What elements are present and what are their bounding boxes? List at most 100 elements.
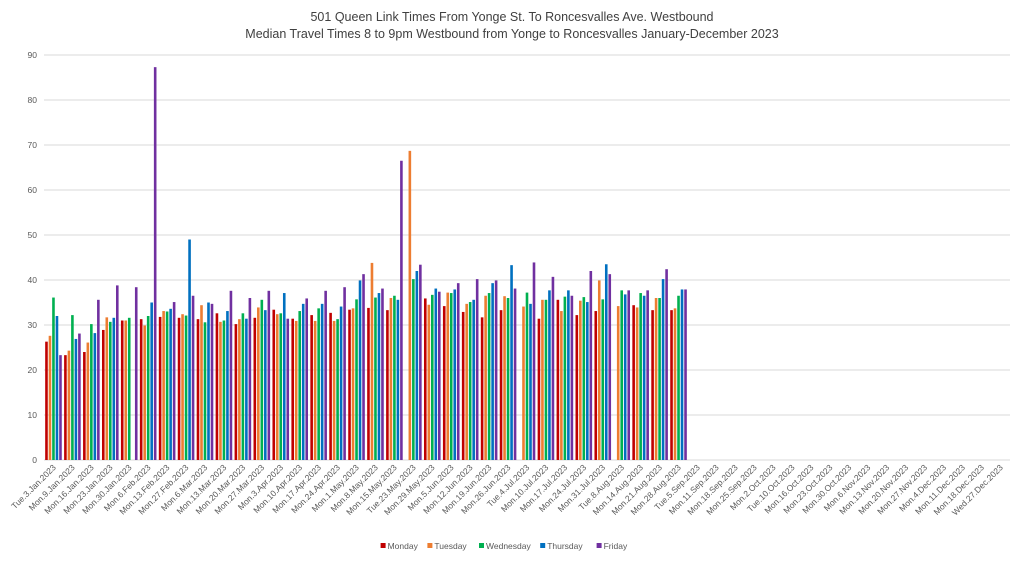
bar-friday bbox=[665, 269, 668, 460]
bar-tuesday bbox=[484, 295, 487, 460]
bar-monday bbox=[64, 355, 67, 460]
legend-swatch-wednesday bbox=[479, 543, 484, 548]
bar-thursday bbox=[188, 239, 191, 460]
bar-monday bbox=[442, 306, 446, 460]
bar-thursday bbox=[320, 303, 324, 460]
bar-wednesday bbox=[563, 296, 567, 460]
bar-thursday bbox=[93, 333, 97, 460]
bar-wednesday bbox=[601, 299, 605, 460]
legend-label-wednesday: Wednesday bbox=[486, 541, 531, 551]
bar-thursday bbox=[112, 317, 116, 460]
bar-tuesday bbox=[238, 319, 241, 460]
bar-friday bbox=[59, 355, 62, 460]
bar-monday bbox=[386, 310, 389, 460]
bar-wednesday bbox=[146, 316, 150, 460]
bar-monday bbox=[632, 305, 635, 460]
bar-friday bbox=[305, 298, 309, 460]
bar-wednesday bbox=[544, 299, 548, 460]
bar-tuesday bbox=[446, 292, 450, 460]
bar-wednesday bbox=[487, 293, 491, 460]
bar-wednesday bbox=[525, 292, 529, 460]
legend: Monday Tuesday Wednesday Thursday Friday bbox=[380, 541, 628, 551]
bar-tuesday bbox=[673, 308, 677, 460]
bar-tuesday bbox=[579, 300, 582, 460]
bar-wednesday bbox=[449, 293, 453, 460]
bar-thursday bbox=[264, 310, 267, 460]
bar-monday bbox=[139, 319, 143, 460]
bar-monday bbox=[423, 298, 427, 460]
bar-thursday bbox=[642, 295, 646, 460]
bar-thursday bbox=[396, 299, 400, 460]
legend-swatch-tuesday bbox=[427, 543, 433, 548]
bar-monday bbox=[196, 319, 200, 460]
bar-wednesday bbox=[222, 320, 226, 460]
bar-tuesday bbox=[560, 311, 563, 460]
bar-wednesday bbox=[336, 319, 339, 460]
bar-friday bbox=[381, 288, 384, 460]
y-tick-label: 30 bbox=[28, 320, 38, 330]
bar-tuesday bbox=[389, 298, 393, 460]
bar-wednesday bbox=[393, 295, 396, 460]
bar-tuesday bbox=[541, 299, 544, 460]
y-tick-label: 20 bbox=[28, 365, 38, 375]
bar-friday bbox=[400, 160, 403, 460]
bar-friday bbox=[191, 295, 195, 460]
y-tick-label: 10 bbox=[28, 410, 38, 420]
bar-tuesday bbox=[162, 311, 165, 460]
bar-tuesday bbox=[48, 335, 52, 460]
bar-wednesday bbox=[412, 279, 415, 460]
bar-wednesday bbox=[317, 308, 320, 460]
bar-monday bbox=[177, 317, 181, 460]
bar-wednesday bbox=[52, 297, 55, 460]
bar-tuesday bbox=[427, 304, 431, 460]
bar-wednesday bbox=[468, 302, 472, 460]
bar-friday bbox=[646, 290, 649, 460]
bar-wednesday bbox=[184, 315, 188, 460]
bar-friday bbox=[437, 291, 441, 460]
bar-friday bbox=[134, 287, 138, 460]
bar-monday bbox=[158, 316, 162, 460]
bar-monday bbox=[234, 324, 238, 460]
bar-friday bbox=[97, 299, 100, 460]
bars bbox=[45, 67, 687, 461]
chart-subtitle: Median Travel Times 8 to 9pm Westbound f… bbox=[245, 27, 778, 41]
bar-thursday bbox=[510, 265, 513, 460]
bar-tuesday bbox=[351, 308, 355, 460]
y-tick-label: 0 bbox=[32, 455, 37, 465]
bar-wednesday bbox=[298, 311, 302, 460]
bar-friday bbox=[494, 280, 498, 460]
bar-monday bbox=[120, 320, 124, 460]
bar-tuesday bbox=[616, 306, 620, 460]
bar-monday bbox=[670, 310, 673, 460]
bar-tuesday bbox=[332, 320, 336, 460]
x-axis: Tue.3.Jan.2023Mon.9.Jan.2023Mon.16.Jan.2… bbox=[9, 462, 1005, 517]
bar-tuesday bbox=[503, 296, 506, 460]
bar-thursday bbox=[150, 302, 153, 460]
bar-thursday bbox=[529, 303, 532, 460]
legend-label-tuesday: Tuesday bbox=[434, 541, 467, 551]
bar-monday bbox=[594, 311, 598, 460]
bar-tuesday bbox=[294, 320, 298, 460]
bar-wednesday bbox=[374, 297, 377, 460]
bar-monday bbox=[575, 315, 579, 460]
bar-tuesday bbox=[124, 320, 128, 460]
bar-monday bbox=[537, 318, 541, 460]
bar-friday bbox=[229, 290, 233, 460]
bar-friday bbox=[267, 290, 271, 460]
bar-wednesday bbox=[71, 315, 74, 460]
bar-monday bbox=[499, 310, 503, 460]
bar-monday bbox=[651, 310, 654, 460]
bar-thursday bbox=[245, 318, 248, 460]
bar-monday bbox=[367, 307, 370, 460]
bar-monday bbox=[556, 299, 560, 460]
bar-wednesday bbox=[620, 290, 624, 460]
bar-monday bbox=[291, 318, 295, 460]
bar-tuesday bbox=[275, 314, 279, 460]
bar-tuesday bbox=[143, 325, 146, 460]
y-axis: 0 10 20 30 40 50 60 70 80 90 bbox=[28, 50, 38, 465]
bar-thursday bbox=[604, 264, 608, 460]
y-tick-label: 40 bbox=[28, 275, 38, 285]
legend-label-friday: Friday bbox=[604, 541, 628, 551]
bar-friday bbox=[513, 288, 517, 460]
